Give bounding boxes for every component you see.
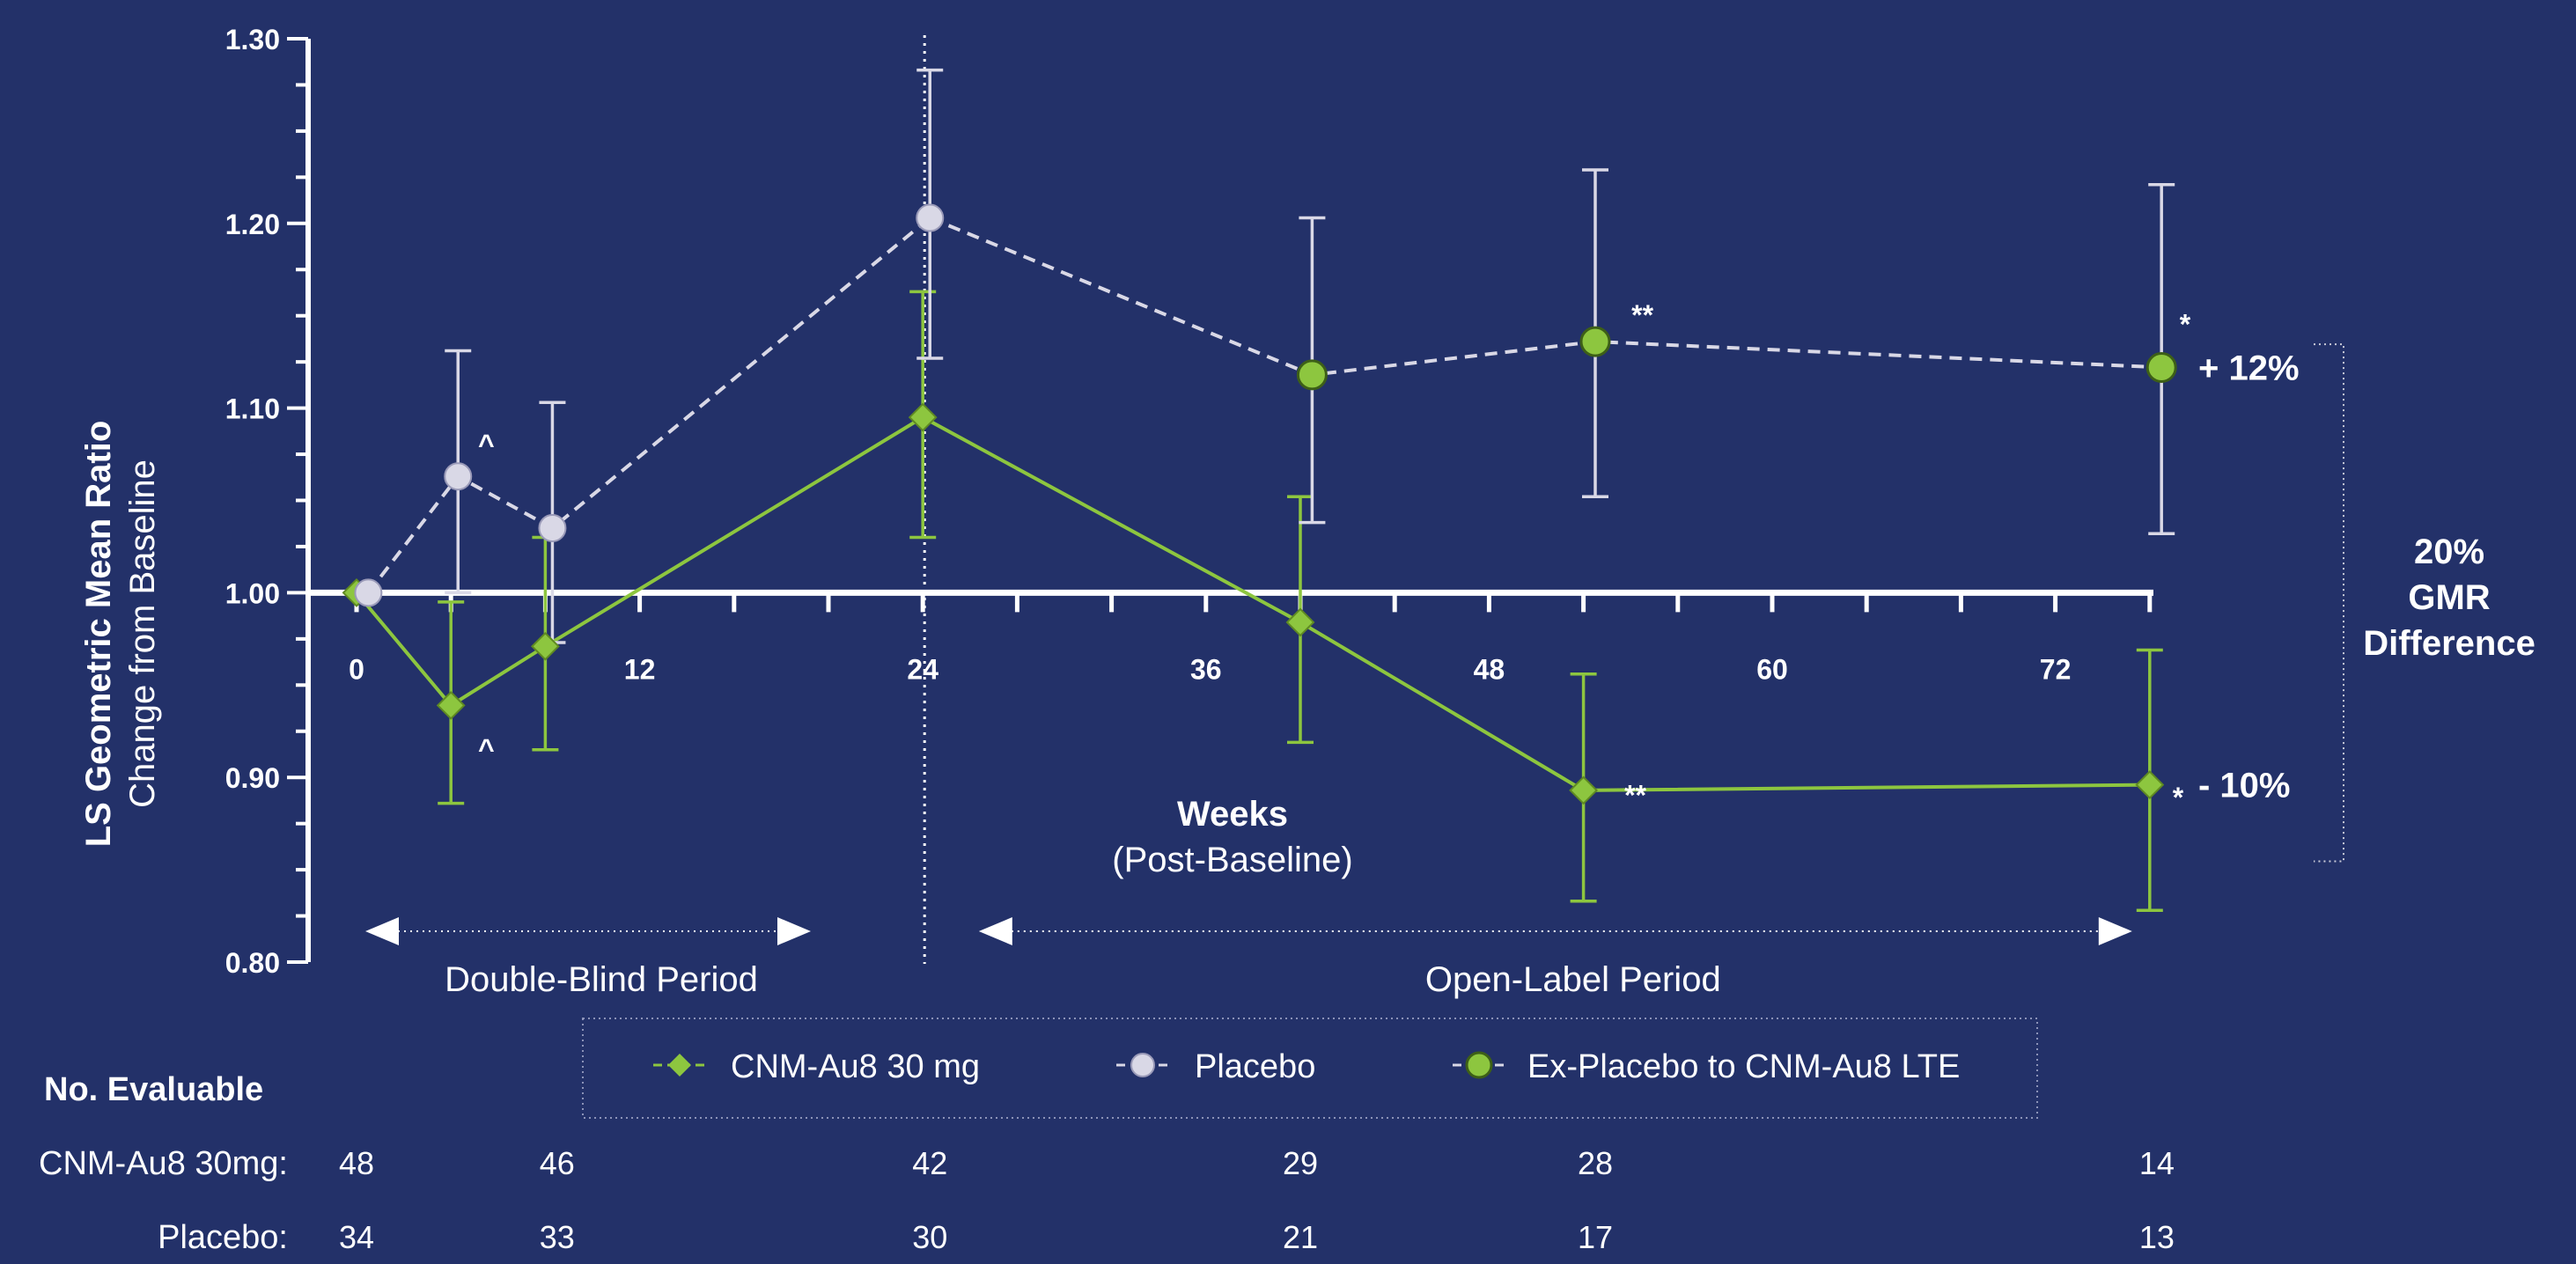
end-label: - 10% [2198, 767, 2291, 805]
evaluable-count: 17 [1578, 1219, 1613, 1255]
point-drug [2135, 770, 2165, 800]
evaluable-count: 28 [1578, 1145, 1613, 1181]
evaluable-count: 29 [1283, 1145, 1318, 1181]
x-tick-label: 36 [1190, 653, 1222, 685]
evaluable-count: 33 [540, 1219, 575, 1255]
significance-marker: * [2180, 309, 2191, 341]
series-line-placebo [366, 216, 931, 594]
y-axis-subtitle: Change from Baseline [123, 459, 162, 808]
significance-marker: ^ [478, 429, 495, 460]
x-tick-label: 48 [1474, 653, 1505, 685]
period-label: Double-Blind Period [445, 960, 758, 999]
point-placebo [354, 578, 383, 607]
period-arrow-left [365, 917, 399, 945]
evaluable-row-label: CNM-Au8 30mg: [39, 1145, 288, 1182]
period-arrow-right [2098, 917, 2132, 945]
y-tick-label: 0.90 [225, 762, 280, 794]
bracket-label: Difference [2363, 624, 2536, 663]
x-tick-label: 12 [624, 653, 656, 685]
point-placebo [538, 513, 567, 542]
y-tick-label: 1.00 [225, 577, 280, 609]
period-arrow-left [978, 917, 1012, 945]
legend-marker [1130, 1053, 1155, 1077]
point-drug [436, 690, 466, 720]
x-tick-label: 24 [907, 653, 938, 685]
series-line-lte [929, 216, 2162, 377]
point-lte [1296, 359, 1328, 391]
point-placebo [444, 462, 473, 491]
y-tick-label: 1.20 [225, 209, 280, 240]
evaluable-count: 48 [339, 1145, 374, 1181]
point-placebo [916, 203, 945, 232]
legend-marker [668, 1054, 691, 1077]
period-arrow-right [777, 917, 811, 945]
point-drug [1569, 775, 1599, 805]
y-axis-title: LS Geometric Mean Ratio [79, 421, 118, 848]
x-axis-title: Weeks [1177, 795, 1288, 834]
bracket-label: 20% [2414, 533, 2484, 571]
legend-label: CNM-Au8 30 mg [731, 1048, 980, 1085]
x-tick-label: 72 [2040, 653, 2072, 685]
significance-marker: ** [1631, 299, 1653, 331]
evaluable-row-label: Placebo: [158, 1219, 288, 1256]
evaluable-count: 13 [2139, 1219, 2175, 1255]
y-tick-label: 0.80 [225, 947, 280, 979]
evaluable-count: 34 [339, 1219, 374, 1255]
point-lte [1579, 326, 1611, 357]
evaluable-title: No. Evaluable [44, 1071, 263, 1108]
period-label: Open-Label Period [1425, 960, 1721, 999]
legend-label: Ex-Placebo to CNM-Au8 LTE [1527, 1048, 1960, 1085]
bracket [2314, 343, 2344, 863]
x-tick-label: 60 [1756, 653, 1788, 685]
x-tick-label: 0 [349, 653, 364, 685]
y-tick-label: 1.30 [225, 24, 280, 55]
end-label: + 12% [2198, 349, 2300, 387]
evaluable-count: 21 [1283, 1219, 1318, 1255]
legend-marker [1465, 1051, 1493, 1079]
point-drug [1285, 607, 1315, 637]
y-tick-label: 1.10 [225, 393, 280, 425]
evaluable-count: 42 [912, 1145, 947, 1181]
evaluable-count: 14 [2139, 1145, 2175, 1181]
evaluable-count: 46 [540, 1145, 575, 1181]
evaluable-count: 30 [912, 1219, 947, 1255]
significance-marker: * [2173, 782, 2184, 813]
bracket-label: GMR [2408, 578, 2490, 617]
point-drug [908, 402, 938, 432]
legend-label: Placebo [1195, 1048, 1315, 1085]
significance-marker: ^ [478, 733, 495, 765]
point-lte [2145, 351, 2177, 383]
series-line-drug [355, 415, 2150, 792]
significance-marker: ** [1624, 780, 1646, 812]
x-axis-subtitle: (Post-Baseline) [1112, 841, 1352, 879]
point-drug [530, 631, 560, 661]
